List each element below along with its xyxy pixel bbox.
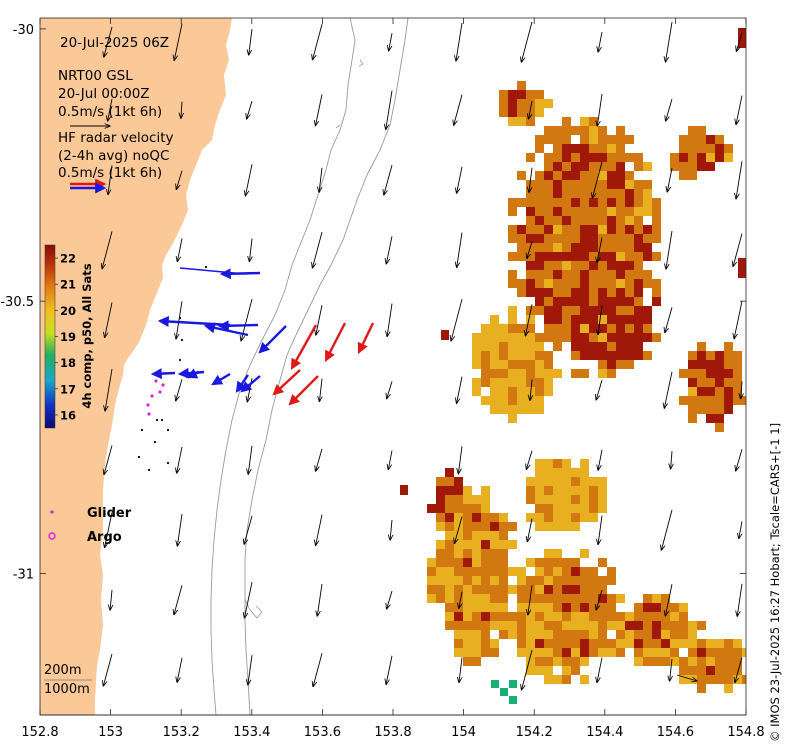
isobath-label-1000m: 1000m xyxy=(44,682,90,697)
x-tick-label: 154.6 xyxy=(657,725,694,740)
sst-layer xyxy=(400,28,746,704)
argo-legend-label: Argo xyxy=(87,530,122,545)
x-tick-label: 153 xyxy=(98,725,123,740)
glider-legend-label: Glider xyxy=(87,506,132,521)
hf-scale: 0.5m/s (1kt 6h) xyxy=(58,165,162,181)
isobath-label-200m: 200m xyxy=(44,663,81,678)
x-tick-label: 152.8 xyxy=(21,725,58,740)
isobath-200m xyxy=(210,18,356,715)
credit-text: © IMOS 23-Jul-2025 16:27 Hobart; Tscale=… xyxy=(768,423,782,742)
x-tick-label: 153.8 xyxy=(374,725,411,740)
hf-label-line1: HF radar velocity xyxy=(58,130,173,146)
y-tick-label: -30 xyxy=(13,23,34,38)
glider-legend-marker xyxy=(50,510,54,514)
model-name: NRT00 GSL xyxy=(58,68,133,84)
x-tick-label: 153.6 xyxy=(304,725,341,740)
colorbar-tick-label: 22 xyxy=(60,252,76,266)
colorbar-tick-label: 17 xyxy=(60,382,76,396)
x-tick-label: 153.2 xyxy=(163,725,200,740)
colorbar-tick-label: 18 xyxy=(60,356,76,370)
x-tick-label: 154.2 xyxy=(516,725,553,740)
glider-track xyxy=(137,265,208,472)
colorbar-tick-label: 20 xyxy=(60,304,76,318)
y-tick-label: -30.5 xyxy=(0,295,34,310)
hf-label-line2: (2-4h avg) noQC xyxy=(58,148,169,164)
colorbar-tick-label: 21 xyxy=(60,278,76,292)
colorbar xyxy=(44,244,56,429)
model-scale: 0.5m/s (1kt 6h) xyxy=(58,104,162,120)
x-tick-label: 153.4 xyxy=(233,725,270,740)
x-tick-label: 154.4 xyxy=(586,725,623,740)
model-time: 20-Jul 00:00Z xyxy=(58,86,150,102)
hf-radar-arrows xyxy=(150,267,375,406)
argo-legend-marker xyxy=(48,532,56,540)
land-mass xyxy=(40,18,232,715)
hf-scale-arrow xyxy=(70,178,107,194)
colorbar-title: 4h comp, p50, All Sats xyxy=(80,263,94,408)
x-tick-label: 154 xyxy=(451,725,476,740)
axis-ticks: 152.8 153 153.2 153.4 153.6 153.8 154 154.2 154.… xyxy=(0,18,765,740)
colorbar-ticks: 22 21 20 19 18 17 16 xyxy=(55,252,76,422)
isobath-1000m xyxy=(244,18,409,715)
header-time: 20-Jul-2025 06Z xyxy=(60,35,169,51)
x-tick-label: 154.8 xyxy=(727,725,764,740)
y-tick-label: -31 xyxy=(13,567,34,582)
colorbar-tick-label: 16 xyxy=(60,408,76,422)
colorbar-tick-label: 19 xyxy=(60,330,76,344)
